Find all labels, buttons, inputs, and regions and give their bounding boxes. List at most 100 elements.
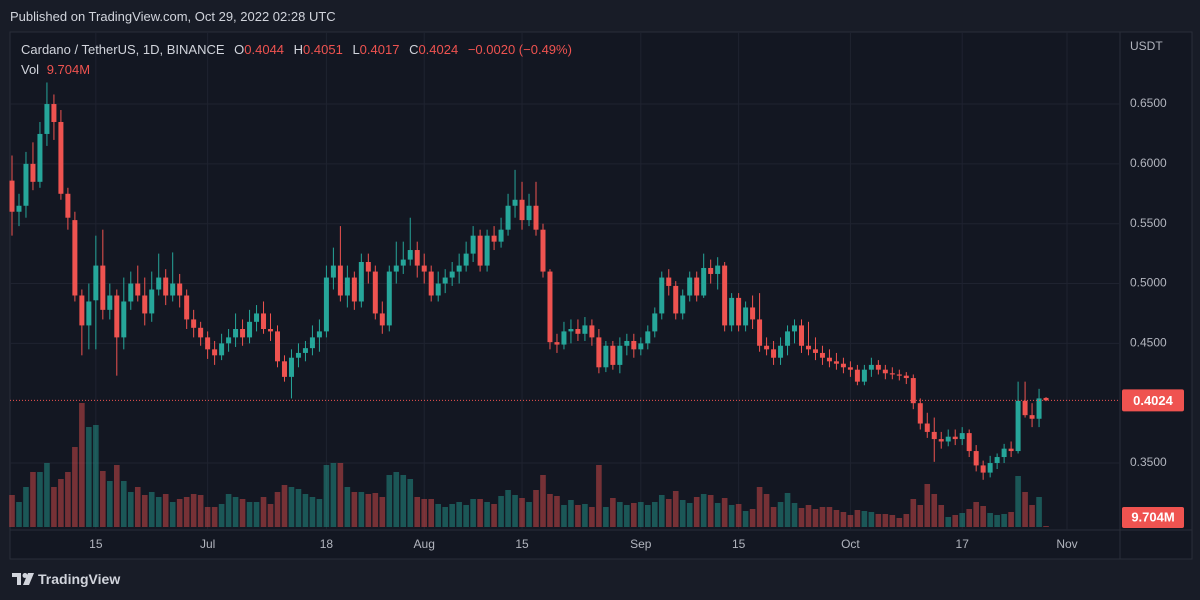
candle-body	[205, 337, 211, 350]
candle-body	[645, 331, 651, 344]
volume-bar	[644, 505, 651, 527]
volume-bar	[23, 487, 29, 527]
volume-bar	[232, 497, 239, 527]
candle-body	[114, 295, 120, 338]
candle-body	[847, 367, 853, 370]
ohlc-label: H	[293, 42, 304, 57]
volume-bar	[554, 496, 560, 527]
x-tick-label: Oct	[841, 537, 860, 551]
volume-bar	[141, 495, 148, 527]
candle-body	[142, 295, 148, 314]
volume-bar	[917, 505, 924, 527]
volume-bar	[316, 499, 323, 527]
candle-body	[994, 457, 1000, 464]
candle-body	[372, 271, 378, 314]
volume-bar	[742, 511, 749, 527]
volume-bar	[840, 512, 847, 527]
candle-body	[226, 337, 232, 344]
volume-bar	[204, 507, 211, 527]
volume-bar	[358, 492, 365, 527]
candle-body	[819, 352, 825, 358]
volume-bar	[274, 492, 281, 527]
ohlc-label: C	[409, 42, 419, 57]
volume-bar	[162, 494, 169, 527]
candle-body	[393, 265, 399, 272]
volume-bar	[120, 481, 127, 527]
ohlc-label: L	[352, 42, 360, 57]
logo-dot	[22, 573, 28, 578]
volume-bar	[505, 490, 511, 527]
volume-bar	[114, 465, 120, 527]
candle-body	[840, 363, 846, 368]
volume-bar	[812, 509, 819, 527]
candle-body	[743, 307, 749, 326]
volume-bar	[714, 503, 721, 527]
volume-bar	[477, 499, 483, 527]
candle-body	[910, 378, 916, 404]
candle-body	[414, 250, 420, 266]
volume-badge-label: 9.704M	[1131, 509, 1174, 524]
x-tick-label: 15	[515, 537, 529, 551]
volume-bar	[631, 503, 637, 527]
candle-body	[330, 265, 336, 278]
candle-body	[58, 121, 64, 194]
x-tick-label: Jul	[200, 537, 215, 551]
volume-bar	[686, 503, 693, 527]
candle-body	[631, 340, 637, 350]
volume-bar	[1029, 505, 1035, 527]
candle-body	[72, 220, 78, 296]
candle-body	[407, 250, 413, 260]
candle-body	[610, 345, 616, 365]
candle-body	[93, 265, 99, 301]
candle-body	[351, 277, 357, 302]
logo-mark	[12, 573, 21, 585]
candle-body	[987, 463, 993, 473]
volume-bar	[365, 494, 372, 527]
y-tick-label: 0.6500	[1130, 96, 1167, 110]
logo-mark	[23, 573, 34, 585]
volume-bar	[638, 502, 644, 527]
candle-body	[302, 348, 308, 353]
volume-bar	[791, 503, 798, 527]
candle-body	[959, 433, 965, 440]
volume-bar	[169, 502, 176, 527]
volume-bar	[58, 479, 64, 527]
candle-body	[337, 265, 343, 296]
candle-body	[722, 265, 728, 326]
candle-body	[659, 277, 665, 314]
volume-bar	[407, 479, 414, 527]
candle-body	[449, 271, 455, 278]
candle-body	[694, 277, 700, 296]
candle-body	[603, 345, 609, 368]
legend-row: Cardano / TetherUS, 1D, BINANCE O0.4044 …	[21, 40, 572, 60]
volume-bar	[763, 494, 770, 527]
volume-bar	[889, 515, 896, 527]
volume-bar	[379, 497, 386, 527]
candle-body	[400, 259, 406, 266]
volume-bar	[197, 495, 204, 527]
candle-body	[805, 345, 811, 350]
candle-body	[274, 331, 280, 362]
volume-bar	[9, 495, 15, 527]
candle-body	[9, 180, 15, 212]
candle-body	[191, 319, 197, 328]
candle-body	[736, 297, 742, 326]
volume-bar	[491, 504, 497, 527]
candle-body	[1001, 448, 1007, 458]
volume-bar	[330, 463, 337, 527]
volume-bar	[30, 472, 36, 527]
candle-body	[163, 277, 169, 296]
candle-body	[708, 267, 714, 274]
volume-bar	[428, 499, 435, 527]
volume-bar	[658, 495, 665, 527]
volume-bar	[707, 495, 714, 527]
candle-body	[456, 265, 462, 272]
candle-body	[680, 295, 686, 314]
candle-body	[79, 295, 85, 326]
volume-bar	[414, 497, 421, 527]
candle-body	[945, 436, 951, 442]
volume-bar	[784, 493, 791, 527]
candle-body	[156, 277, 162, 290]
volume-bar	[127, 492, 134, 527]
